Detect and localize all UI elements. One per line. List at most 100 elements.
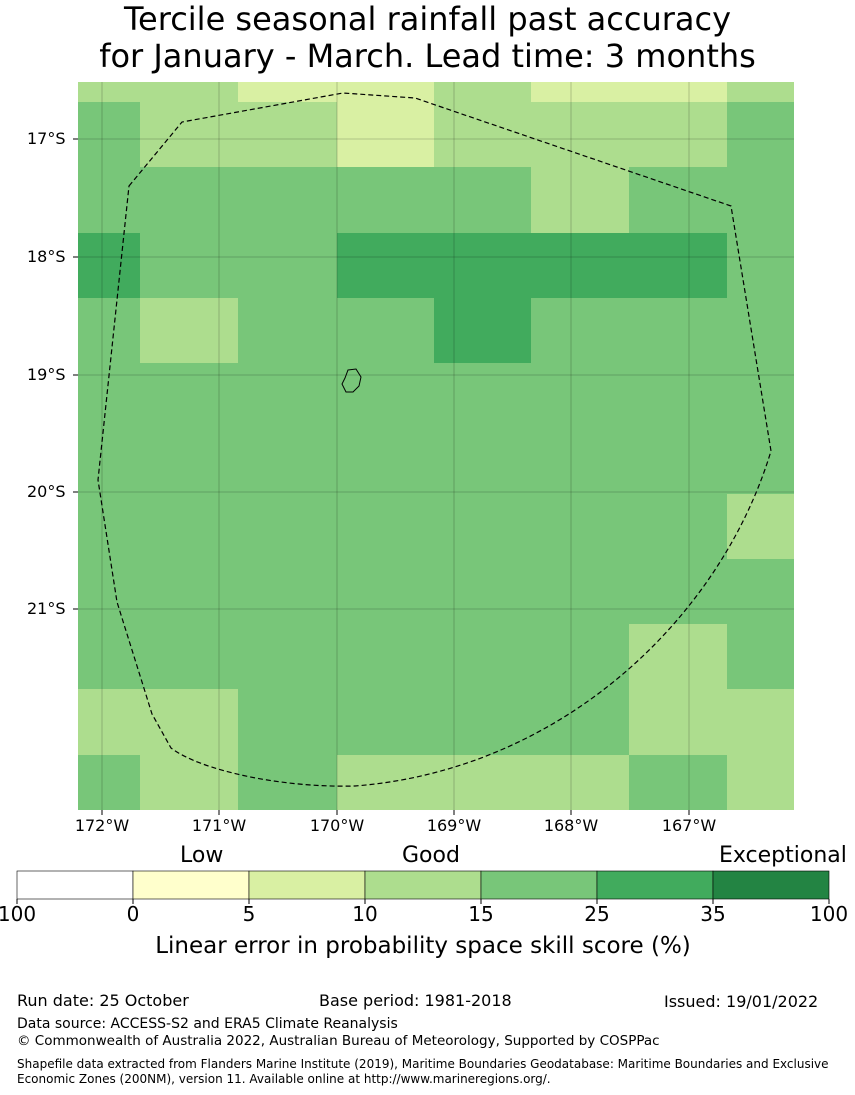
colorbar-title: Linear error in probability space skill … <box>155 933 691 959</box>
grid-cell <box>337 494 434 559</box>
grid-cell <box>337 298 434 363</box>
grid-cell <box>78 167 140 233</box>
grid-cell <box>140 82 238 102</box>
grid-cell <box>140 755 238 810</box>
grid-cell <box>629 689 727 755</box>
grid-cell <box>238 233 337 298</box>
grid-cell <box>531 559 629 624</box>
category-label-exceptional: Exceptional <box>719 843 847 868</box>
colorbar-tick-label: 5 <box>242 902 256 926</box>
map-title-line-2: for January - March. Lead time: 3 months <box>99 37 756 75</box>
grid-cell <box>727 559 794 624</box>
lon-label-171w: 171°W <box>191 816 247 835</box>
grid-cell <box>434 428 531 494</box>
grid-cell <box>78 428 140 494</box>
grid-cell <box>727 363 794 428</box>
colorbar-tick-label: 25 <box>584 902 610 926</box>
grid-cell <box>629 233 727 298</box>
lon-label-167w: 167°W <box>661 816 717 835</box>
grid-cell <box>727 624 794 689</box>
category-label-low: Low <box>180 843 224 868</box>
issued-date: Issued: 19/01/2022 <box>664 992 819 1011</box>
colorbar-tick-label: 100 <box>0 902 37 926</box>
grid-cell <box>337 102 434 167</box>
shapefile-note: Shapefile data extracted from Flanders M… <box>17 1057 829 1086</box>
grid-cell <box>531 298 629 363</box>
data-source: Data source: ACCESS-S2 and ERA5 Climate … <box>17 1016 398 1032</box>
grid-cell <box>78 559 140 624</box>
colorbar-tick-label: 15 <box>468 902 494 926</box>
lon-label-169w: 169°W <box>426 816 482 835</box>
colorbar <box>16 870 830 904</box>
grid-cell <box>531 363 629 428</box>
grid-cell <box>337 559 434 624</box>
grid-cell <box>140 102 238 167</box>
grid-cell <box>140 233 238 298</box>
grid-cell <box>434 755 531 810</box>
niue-island-outline <box>341 368 362 393</box>
grid-cell <box>727 102 794 167</box>
run-date: Run date: 25 October <box>17 991 189 1010</box>
grid-cell <box>727 233 794 298</box>
grid-cell <box>337 624 434 689</box>
grid-cell <box>531 755 629 810</box>
grid-cell <box>531 233 629 298</box>
grid-cell <box>238 363 337 428</box>
category-label-good: Good <box>402 843 460 868</box>
grid-cell <box>434 233 531 298</box>
grid-cell <box>140 494 238 559</box>
map-panel <box>16 82 830 904</box>
grid-cell <box>140 689 238 755</box>
grid-cell <box>140 167 238 233</box>
grid-cell <box>727 167 794 233</box>
colorbar-swatch <box>16 870 134 900</box>
colorbar-tick-label: 100 <box>809 902 849 926</box>
grid-cell <box>531 689 629 755</box>
grid-cell <box>727 689 794 755</box>
grid-cell <box>727 298 794 363</box>
grid-cell <box>531 167 629 233</box>
grid-cell <box>434 494 531 559</box>
lat-label-18s: 18°S <box>27 247 66 266</box>
grid-cell <box>727 428 794 494</box>
grid-cell <box>531 102 629 167</box>
grid-cell <box>629 559 727 624</box>
grid-cell <box>78 82 140 102</box>
grid-cell <box>629 624 727 689</box>
lat-label-17s: 17°S <box>27 129 66 148</box>
grid-cell <box>629 298 727 363</box>
grid-cell <box>78 298 140 363</box>
grid-cell <box>238 755 337 810</box>
grid-cell <box>434 363 531 428</box>
lat-label-19s: 19°S <box>27 365 66 384</box>
grid-cell <box>434 559 531 624</box>
colorbar-swatch <box>596 870 714 900</box>
lon-label-168w: 168°W <box>543 816 599 835</box>
grid-cell <box>238 559 337 624</box>
colorbar-swatch <box>248 870 366 900</box>
grid-cell <box>629 102 727 167</box>
grid-cell <box>531 494 629 559</box>
grid-cell <box>238 298 337 363</box>
grid-cell <box>238 102 337 167</box>
lon-label-172w: 172°W <box>74 816 130 835</box>
grid-cell <box>629 428 727 494</box>
lon-label-170w: 170°W <box>309 816 365 835</box>
copyright-notice: © Commonwealth of Australia 2022, Austra… <box>17 1033 660 1049</box>
grid-cell <box>727 755 794 810</box>
grid-cell <box>629 755 727 810</box>
base-period: Base period: 1981-2018 <box>319 991 512 1010</box>
colorbar-swatch <box>364 870 482 900</box>
grid-cell <box>337 82 434 102</box>
grid-cell <box>140 363 238 428</box>
grid-cell <box>337 233 434 298</box>
grid-cell <box>629 494 727 559</box>
grid-cell <box>337 428 434 494</box>
lat-label-20s: 20°S <box>27 482 66 501</box>
grid-cell <box>78 233 140 298</box>
grid-cell <box>140 428 238 494</box>
colorbar-tick-label: 10 <box>352 902 378 926</box>
grid-cell <box>629 82 727 102</box>
grid-cell <box>78 755 140 810</box>
grid-cell <box>337 167 434 233</box>
